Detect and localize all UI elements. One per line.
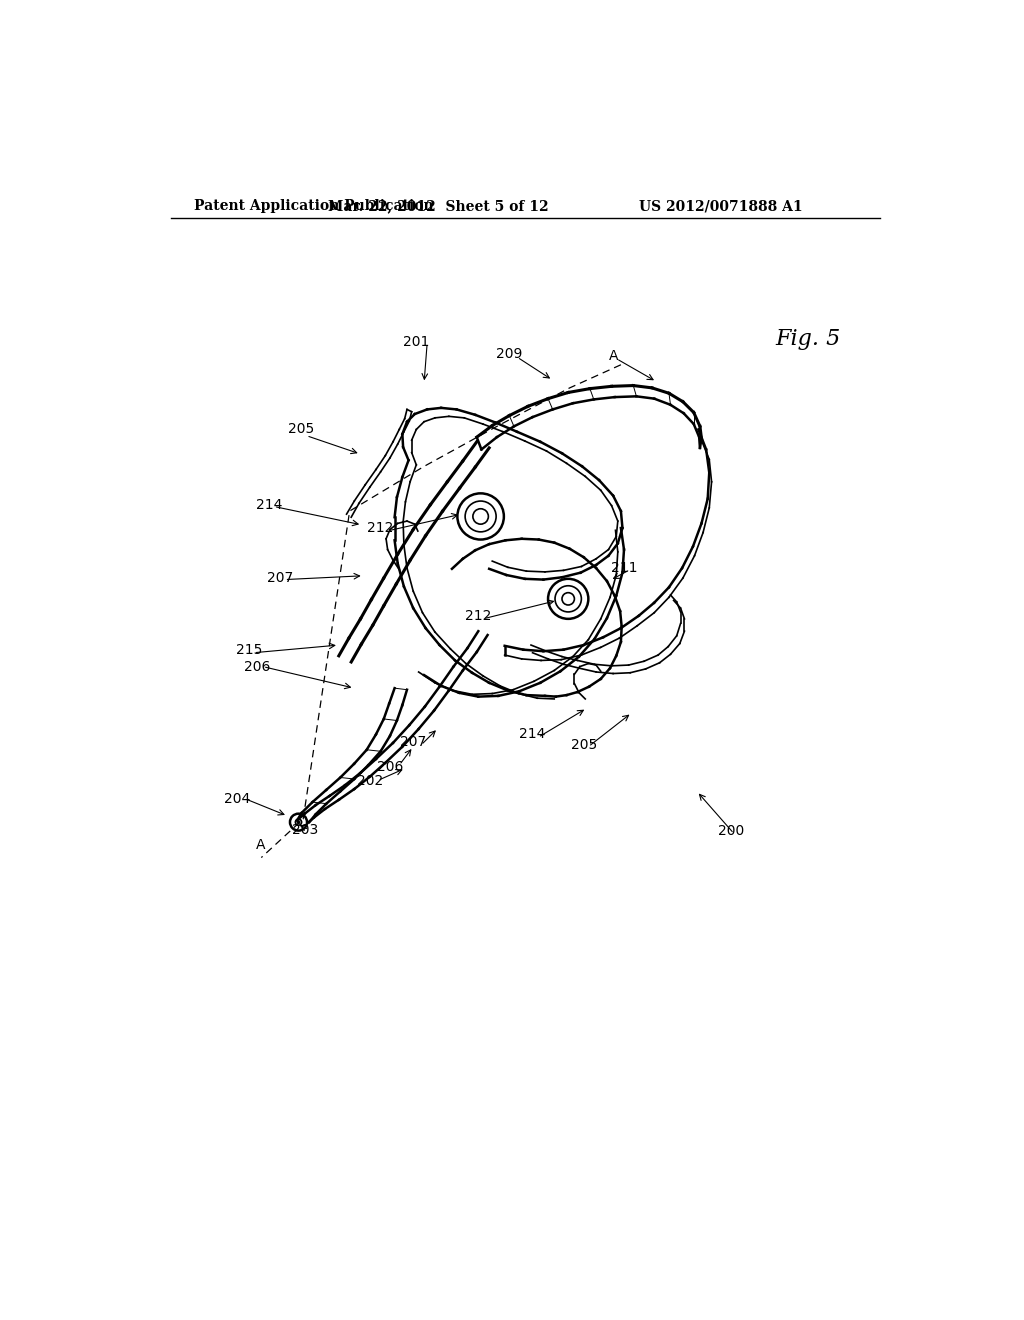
Text: A: A <box>256 838 265 853</box>
Text: 212: 212 <box>368 521 394 535</box>
Text: 214: 214 <box>519 727 546 742</box>
Text: 205: 205 <box>289 422 314 437</box>
Text: 201: 201 <box>403 335 429 348</box>
Text: Mar. 22, 2012  Sheet 5 of 12: Mar. 22, 2012 Sheet 5 of 12 <box>328 199 548 213</box>
Text: Patent Application Publication: Patent Application Publication <box>194 199 433 213</box>
Circle shape <box>297 821 300 824</box>
Text: 214: 214 <box>256 498 283 512</box>
Text: US 2012/0071888 A1: US 2012/0071888 A1 <box>639 199 802 213</box>
Text: A: A <box>608 348 617 363</box>
Text: 203: 203 <box>292 822 317 837</box>
Text: 212: 212 <box>465 609 492 623</box>
Text: 206: 206 <box>377 760 403 774</box>
Text: 209: 209 <box>496 347 522 360</box>
Circle shape <box>295 818 302 825</box>
Text: 215: 215 <box>236 643 262 656</box>
Text: 207: 207 <box>400 735 426 748</box>
Text: Fig. 5: Fig. 5 <box>775 329 841 350</box>
Text: 206: 206 <box>245 660 270 673</box>
Text: 207: 207 <box>267 572 293 585</box>
Text: 204: 204 <box>224 792 251 807</box>
Text: 211: 211 <box>610 561 637 576</box>
Text: 205: 205 <box>570 738 597 752</box>
Text: 202: 202 <box>357 774 384 788</box>
Text: 200: 200 <box>718 825 744 838</box>
